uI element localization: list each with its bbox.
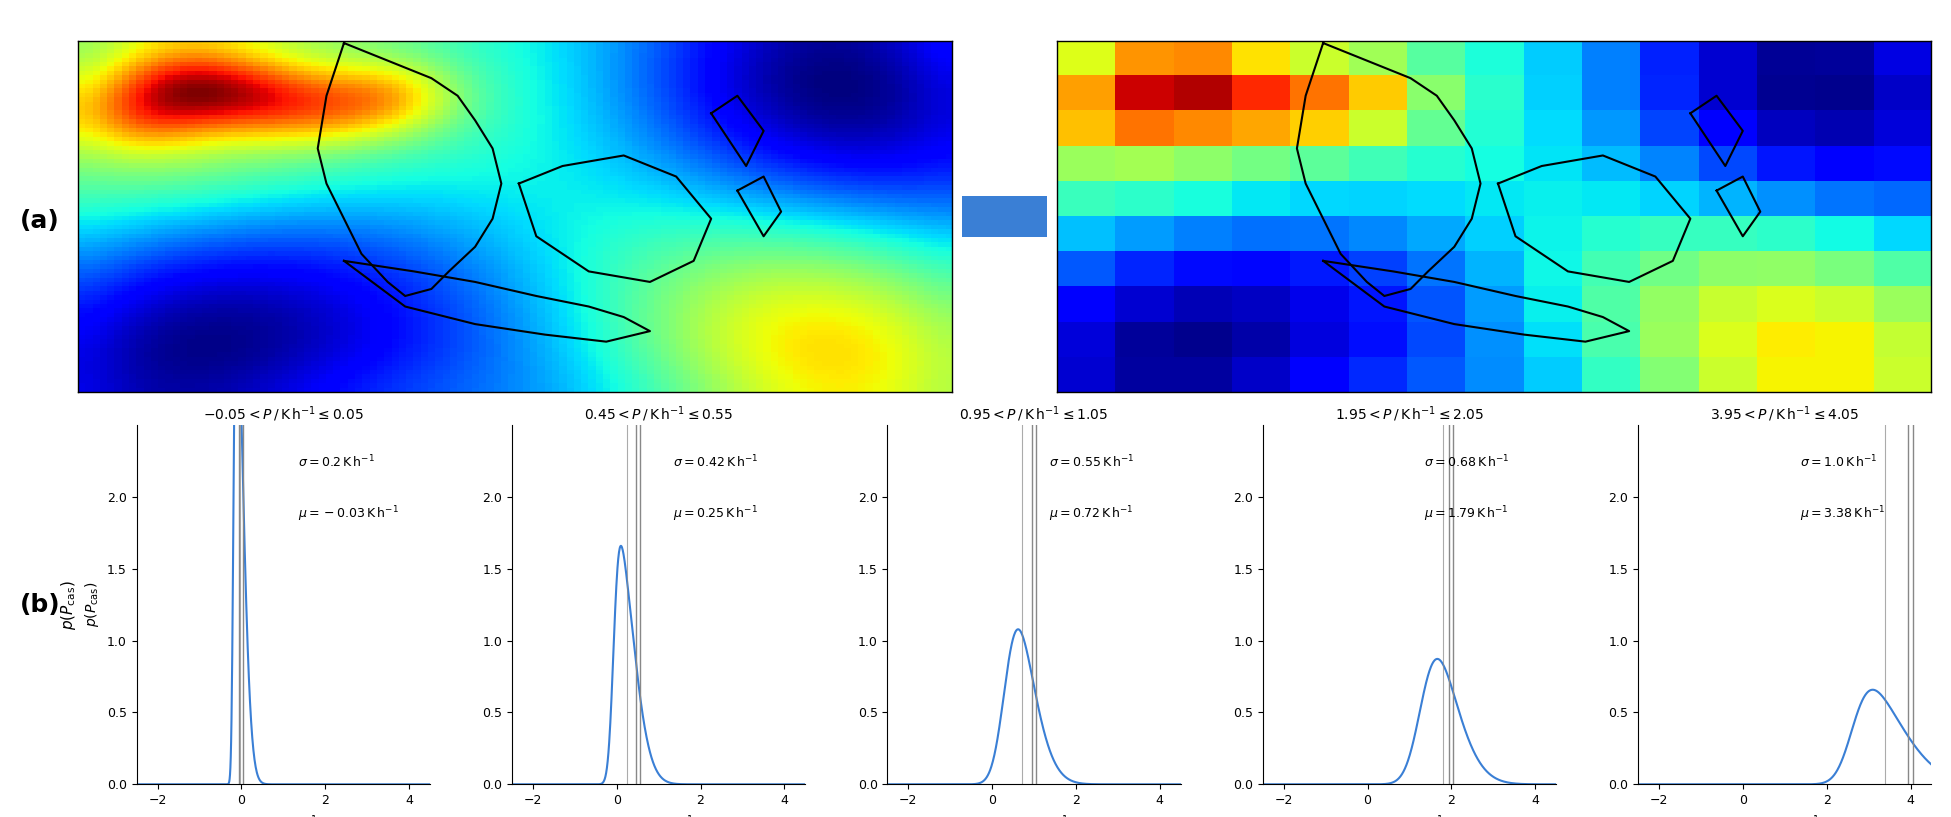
Text: $\sigma = 0.68\,\mathrm{K\,h^{-1}}$: $\sigma = 0.68\,\mathrm{K\,h^{-1}}$ [1424, 453, 1510, 471]
Title: $-0.05< P\,/\,\mathrm{K\,h^{-1}} \leq 0.05$: $-0.05< P\,/\,\mathrm{K\,h^{-1}} \leq 0.… [203, 404, 363, 424]
Title: $0.45< P\,/\,\mathrm{K\,h^{-1}} \leq 0.55$: $0.45< P\,/\,\mathrm{K\,h^{-1}} \leq 0.5… [583, 404, 734, 424]
Text: $\mu = 1.79\,\mathrm{K\,h^{-1}}$: $\mu = 1.79\,\mathrm{K\,h^{-1}}$ [1424, 504, 1508, 524]
Text: $\mu = 0.72\,\mathrm{K\,h^{-1}}$: $\mu = 0.72\,\mathrm{K\,h^{-1}}$ [1050, 504, 1134, 524]
Text: $\mu = -0.03\,\mathrm{K\,h^{-1}}$: $\mu = -0.03\,\mathrm{K\,h^{-1}}$ [299, 504, 398, 524]
X-axis label: $P_{\mathrm{cas}}\,/\,\mathrm{K\,h^{-1}}$: $P_{\mathrm{cas}}\,/\,\mathrm{K\,h^{-1}}… [624, 813, 695, 817]
Title: $3.95< P\,/\,\mathrm{K\,h^{-1}} \leq 4.05$: $3.95< P\,/\,\mathrm{K\,h^{-1}} \leq 4.0… [1711, 404, 1859, 424]
Text: (a): (a) [20, 208, 59, 233]
X-axis label: $P_{\mathrm{cas}}\,/\,\mathrm{K\,h^{-1}}$: $P_{\mathrm{cas}}\,/\,\mathrm{K\,h^{-1}}… [1374, 813, 1444, 817]
X-axis label: $P_{\mathrm{cas}}\,/\,\mathrm{K\,h^{-1}}$: $P_{\mathrm{cas}}\,/\,\mathrm{K\,h^{-1}}… [248, 813, 318, 817]
Text: $p(P_{\mathrm{cas}})$: $p(P_{\mathrm{cas}})$ [59, 579, 78, 630]
Text: $\sigma = 0.55\,\mathrm{K\,h^{-1}}$: $\sigma = 0.55\,\mathrm{K\,h^{-1}}$ [1050, 453, 1134, 471]
Title: $0.95< P\,/\,\mathrm{K\,h^{-1}} \leq 1.05$: $0.95< P\,/\,\mathrm{K\,h^{-1}} \leq 1.0… [960, 404, 1108, 424]
Text: $\sigma = 0.42\,\mathrm{K\,h^{-1}}$: $\sigma = 0.42\,\mathrm{K\,h^{-1}}$ [673, 453, 759, 471]
Y-axis label: $p(P_{\mathrm{cas}})$: $p(P_{\mathrm{cas}})$ [84, 582, 101, 627]
Title: $1.95< P\,/\,\mathrm{K\,h^{-1}} \leq 2.05$: $1.95< P\,/\,\mathrm{K\,h^{-1}} \leq 2.0… [1334, 404, 1485, 424]
Text: (b): (b) [20, 592, 60, 617]
X-axis label: $P_{\mathrm{cas}}\,/\,\mathrm{K\,h^{-1}}$: $P_{\mathrm{cas}}\,/\,\mathrm{K\,h^{-1}}… [999, 813, 1069, 817]
X-axis label: $P_{\mathrm{cas}}\,/\,\mathrm{K\,h^{-1}}$: $P_{\mathrm{cas}}\,/\,\mathrm{K\,h^{-1}}… [1750, 813, 1820, 817]
Text: $\sigma = 0.2\,\mathrm{K\,h^{-1}}$: $\sigma = 0.2\,\mathrm{K\,h^{-1}}$ [299, 453, 375, 471]
Text: $\sigma = 1.0\,\mathrm{K\,h^{-1}}$: $\sigma = 1.0\,\mathrm{K\,h^{-1}}$ [1799, 453, 1877, 471]
Text: $\mu = 3.38\,\mathrm{K\,h^{-1}}$: $\mu = 3.38\,\mathrm{K\,h^{-1}}$ [1799, 504, 1885, 524]
Text: $\mu = 0.25\,\mathrm{K\,h^{-1}}$: $\mu = 0.25\,\mathrm{K\,h^{-1}}$ [673, 504, 759, 524]
